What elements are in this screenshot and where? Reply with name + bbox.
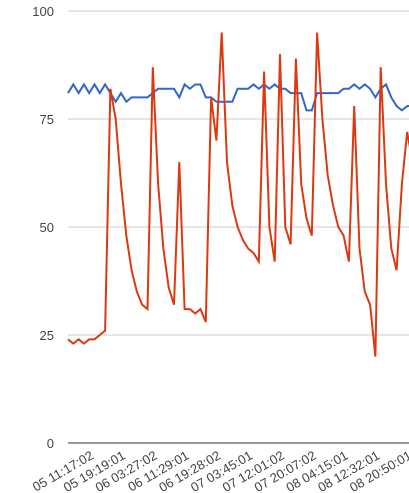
y-tick-label: 0	[47, 436, 54, 451]
y-tick-label: 75	[40, 112, 54, 127]
series-line	[67, 32, 409, 357]
y-tick-label: 25	[40, 328, 54, 343]
y-tick-label: 100	[32, 4, 54, 19]
y-tick-label: 50	[40, 220, 54, 235]
series-line	[67, 82, 409, 112]
